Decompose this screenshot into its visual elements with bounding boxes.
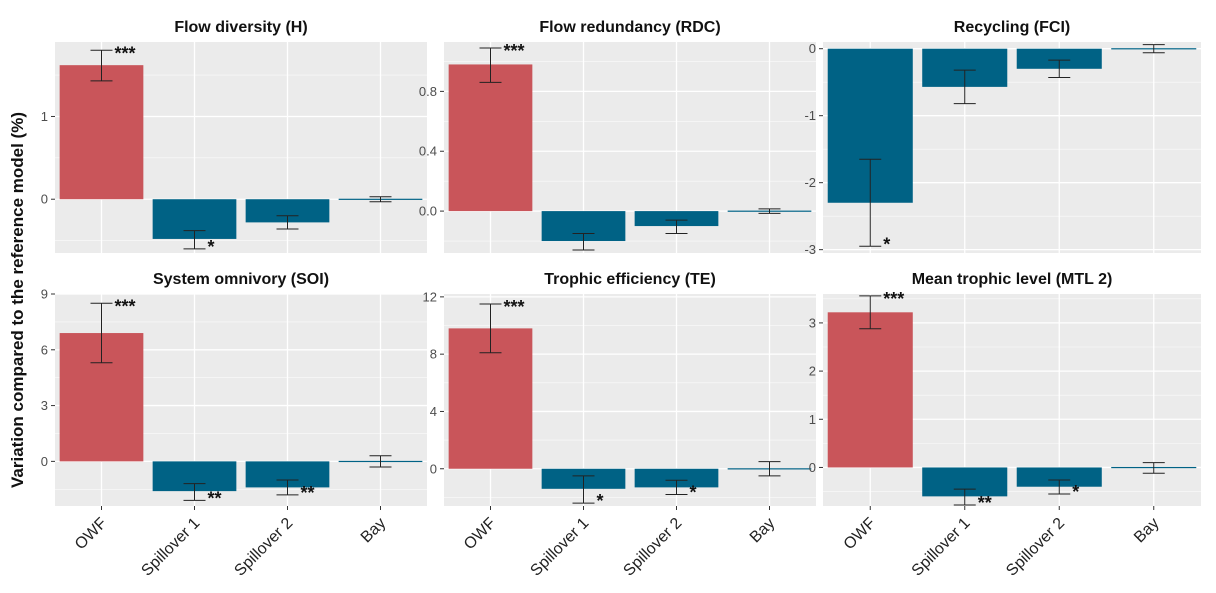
significance-marker: * xyxy=(208,237,215,257)
significance-marker: * xyxy=(1072,482,1079,502)
y-tick-label: -2 xyxy=(804,175,816,190)
significance-marker: *** xyxy=(115,43,136,63)
significance-marker: *** xyxy=(504,297,525,317)
y-tick-label: 0 xyxy=(41,192,48,207)
y-tick-label: 6 xyxy=(41,342,48,357)
x-tick-label: OWF xyxy=(841,515,880,554)
y-tick-label: 0 xyxy=(41,454,48,469)
x-tick-label: Spillover 1 xyxy=(527,515,592,580)
significance-marker: *** xyxy=(115,296,136,316)
y-tick-label: 8 xyxy=(430,347,437,362)
panel-title: Trophic efficiency (TE) xyxy=(544,271,716,288)
significance-marker: ** xyxy=(208,488,222,508)
bar-spillover-2 xyxy=(634,211,719,227)
bar-owf xyxy=(59,65,144,200)
bar-spillover-2 xyxy=(1016,467,1102,487)
y-tick-label: 0 xyxy=(809,41,816,56)
significance-marker: * xyxy=(597,491,604,511)
panel-title: Recycling (FCI) xyxy=(954,19,1070,36)
chart-panel-3: -3 -2 -1 0 Recycling (FCI) * xyxy=(804,19,1201,257)
x-tick-label: OWF xyxy=(72,515,111,554)
y-tick-label: 0.8 xyxy=(419,84,437,99)
y-tick-label: 0.0 xyxy=(419,204,437,219)
significance-marker: *** xyxy=(504,41,525,61)
y-tick-label: -3 xyxy=(804,242,816,257)
bar-spillover-2 xyxy=(245,199,330,223)
y-tick-label: 12 xyxy=(423,289,437,304)
y-tick-label: 3 xyxy=(809,315,816,330)
significance-marker: ** xyxy=(978,493,992,513)
y-tick-label: 3 xyxy=(41,398,48,413)
x-tick-label: Bay xyxy=(747,515,779,547)
bar-spillover-2 xyxy=(634,468,719,488)
x-tick-label: Bay xyxy=(1131,515,1163,547)
bar-spillover-2 xyxy=(1016,48,1102,69)
y-tick-label: 0 xyxy=(809,460,816,475)
significance-marker: ** xyxy=(301,483,315,503)
x-tick-label: Spillover 2 xyxy=(620,515,685,580)
x-tick-label: OWF xyxy=(461,515,500,554)
y-tick-label: 1 xyxy=(809,412,816,427)
bar-owf xyxy=(448,64,533,212)
x-tick-label: Spillover 1 xyxy=(909,515,974,580)
significance-marker: *** xyxy=(883,289,904,309)
y-tick-label: 1 xyxy=(41,109,48,124)
y-tick-label: -1 xyxy=(804,108,816,123)
x-tick-label: Spillover 2 xyxy=(1003,515,1068,580)
y-tick-label: 9 xyxy=(41,287,48,302)
y-tick-label: 4 xyxy=(430,404,437,419)
y-tick-label: 0 xyxy=(430,461,437,476)
bar-owf xyxy=(827,312,913,468)
panel-title: Flow diversity (H) xyxy=(174,19,307,36)
panel-title: Mean trophic level (MTL 2) xyxy=(912,271,1113,288)
x-tick-label: Spillover 2 xyxy=(231,515,296,580)
y-tick-label: 2 xyxy=(809,364,816,379)
significance-marker: * xyxy=(690,483,697,503)
panel-title: Flow redundancy (RDC) xyxy=(539,19,720,36)
x-tick-label: Spillover 1 xyxy=(138,515,203,580)
panel-title: System omnivory (SOI) xyxy=(153,271,329,288)
chart-panel-2: 0.0 0.4 0.8 Flow redundancy (RDC) *** xyxy=(419,19,816,253)
significance-marker: * xyxy=(883,234,890,254)
y-tick-label: 0.4 xyxy=(419,144,437,159)
x-tick-label: Bay xyxy=(358,515,390,547)
